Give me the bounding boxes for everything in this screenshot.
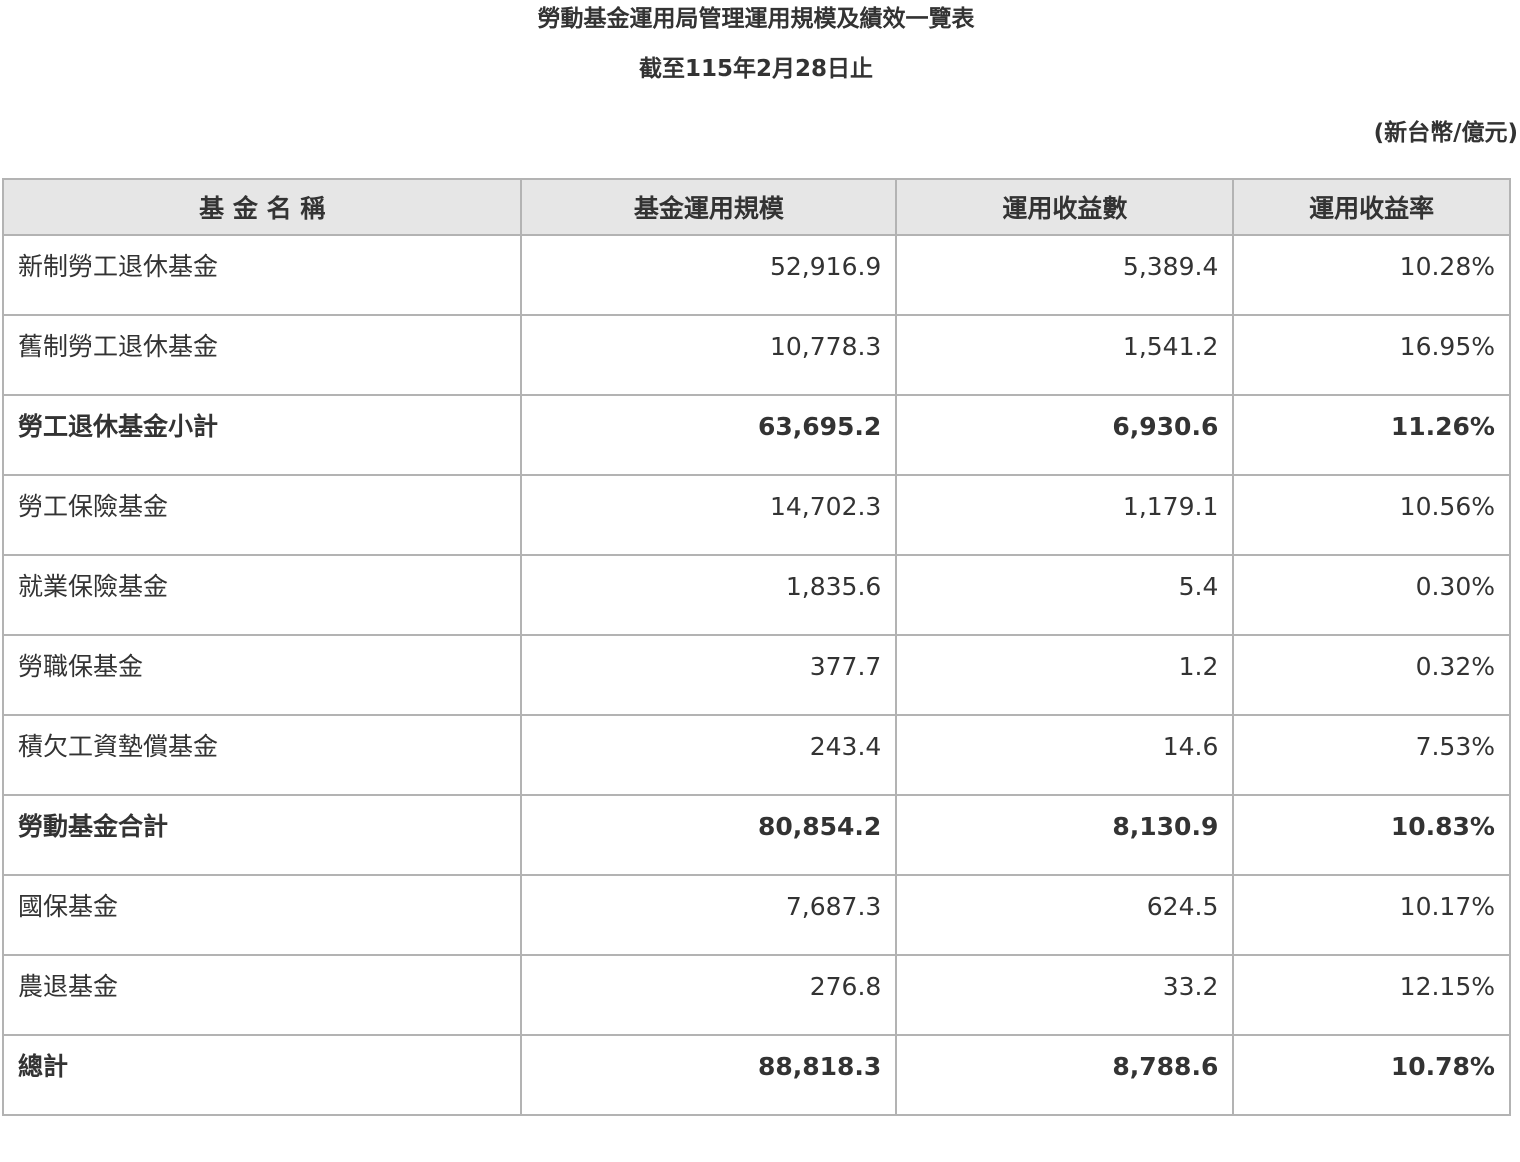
- fund-size-cell: 63,695.2: [520, 394, 898, 476]
- rate-cell: 10.28%: [1232, 234, 1511, 316]
- fund-name-cell: 勞工保險基金: [1, 474, 523, 556]
- rate-cell: 0.32%: [1232, 634, 1511, 716]
- fund-size-cell: 243.4: [520, 714, 898, 796]
- table-row: 就業保險基金 1,835.6 5.4 0.30%: [1, 554, 1511, 636]
- fund-size-cell: 1,835.6: [520, 554, 898, 636]
- fund-name-cell: 積欠工資墊償基金: [1, 714, 523, 796]
- income-cell: 8,788.6: [895, 1034, 1235, 1116]
- rate-cell: 0.30%: [1232, 554, 1511, 636]
- unit-label: (新台幣/億元): [1373, 120, 1518, 146]
- header-rate: 運用收益率: [1232, 178, 1511, 236]
- fund-name-cell: 勞動基金合計: [1, 794, 523, 876]
- fund-name-cell: 國保基金: [1, 874, 523, 956]
- fund-name-cell: 舊制勞工退休基金: [1, 314, 523, 396]
- income-cell: 1.2: [895, 634, 1235, 716]
- table-row: 勞職保基金 377.7 1.2 0.32%: [1, 634, 1511, 716]
- income-cell: 624.5: [895, 874, 1235, 956]
- income-cell: 6,930.6: [895, 394, 1235, 476]
- table-row: 勞工退休基金小計 63,695.2 6,930.6 11.26%: [1, 394, 1511, 476]
- fund-size-cell: 276.8: [520, 954, 898, 1036]
- table-row: 國保基金 7,687.3 624.5 10.17%: [1, 874, 1511, 956]
- income-cell: 1,179.1: [895, 474, 1235, 556]
- table-row: 勞工保險基金 14,702.3 1,179.1 10.56%: [1, 474, 1511, 556]
- fund-name-cell: 新制勞工退休基金: [1, 234, 523, 316]
- rate-cell: 7.53%: [1232, 714, 1511, 796]
- header-income: 運用收益數: [895, 178, 1235, 236]
- rate-cell: 12.15%: [1232, 954, 1511, 1036]
- fund-size-cell: 88,818.3: [520, 1034, 898, 1116]
- fund-size-cell: 377.7: [520, 634, 898, 716]
- fund-name-cell: 勞工退休基金小計: [1, 394, 523, 476]
- rate-cell: 10.78%: [1232, 1034, 1511, 1116]
- rate-cell: 10.17%: [1232, 874, 1511, 956]
- income-cell: 8,130.9: [895, 794, 1235, 876]
- rate-cell: 10.83%: [1232, 794, 1511, 876]
- fund-name-cell: 總計: [1, 1034, 523, 1116]
- page-title: 勞動基金運用局管理運用規模及績效一覽表: [537, 6, 975, 32]
- table-row: 總計 88,818.3 8,788.6 10.78%: [1, 1034, 1511, 1116]
- income-cell: 33.2: [895, 954, 1235, 1036]
- rate-cell: 11.26%: [1232, 394, 1511, 476]
- table-row: 勞動基金合計 80,854.2 8,130.9 10.83%: [1, 794, 1511, 876]
- fund-name-cell: 勞職保基金: [1, 634, 523, 716]
- income-cell: 5,389.4: [895, 234, 1235, 316]
- fund-name-cell: 就業保險基金: [1, 554, 523, 636]
- fund-name-cell: 農退基金: [1, 954, 523, 1036]
- income-cell: 14.6: [895, 714, 1235, 796]
- table-header-row: 基 金 名 稱 基金運用規模 運用收益數 運用收益率: [1, 178, 1511, 236]
- fund-size-cell: 14,702.3: [520, 474, 898, 556]
- table-row: 舊制勞工退休基金 10,778.3 1,541.2 16.95%: [1, 314, 1511, 396]
- fund-size-cell: 80,854.2: [520, 794, 898, 876]
- rate-cell: 10.56%: [1232, 474, 1511, 556]
- fund-size-cell: 7,687.3: [520, 874, 898, 956]
- header-fund-size: 基金運用規模: [520, 178, 898, 236]
- fund-size-cell: 10,778.3: [520, 314, 898, 396]
- table-row: 新制勞工退休基金 52,916.9 5,389.4 10.28%: [1, 234, 1511, 316]
- rate-cell: 16.95%: [1232, 314, 1511, 396]
- income-cell: 1,541.2: [895, 314, 1235, 396]
- table-row: 農退基金 276.8 33.2 12.15%: [1, 954, 1511, 1036]
- table-row: 積欠工資墊償基金 243.4 14.6 7.53%: [1, 714, 1511, 796]
- header-fund-name: 基 金 名 稱: [1, 178, 523, 236]
- fund-size-cell: 52,916.9: [520, 234, 898, 316]
- fund-table: 基 金 名 稱 基金運用規模 運用收益數 運用收益率 新制勞工退休基金 52,91…: [1, 178, 1511, 1116]
- page-subtitle: 截至115年2月28日止: [638, 56, 874, 82]
- income-cell: 5.4: [895, 554, 1235, 636]
